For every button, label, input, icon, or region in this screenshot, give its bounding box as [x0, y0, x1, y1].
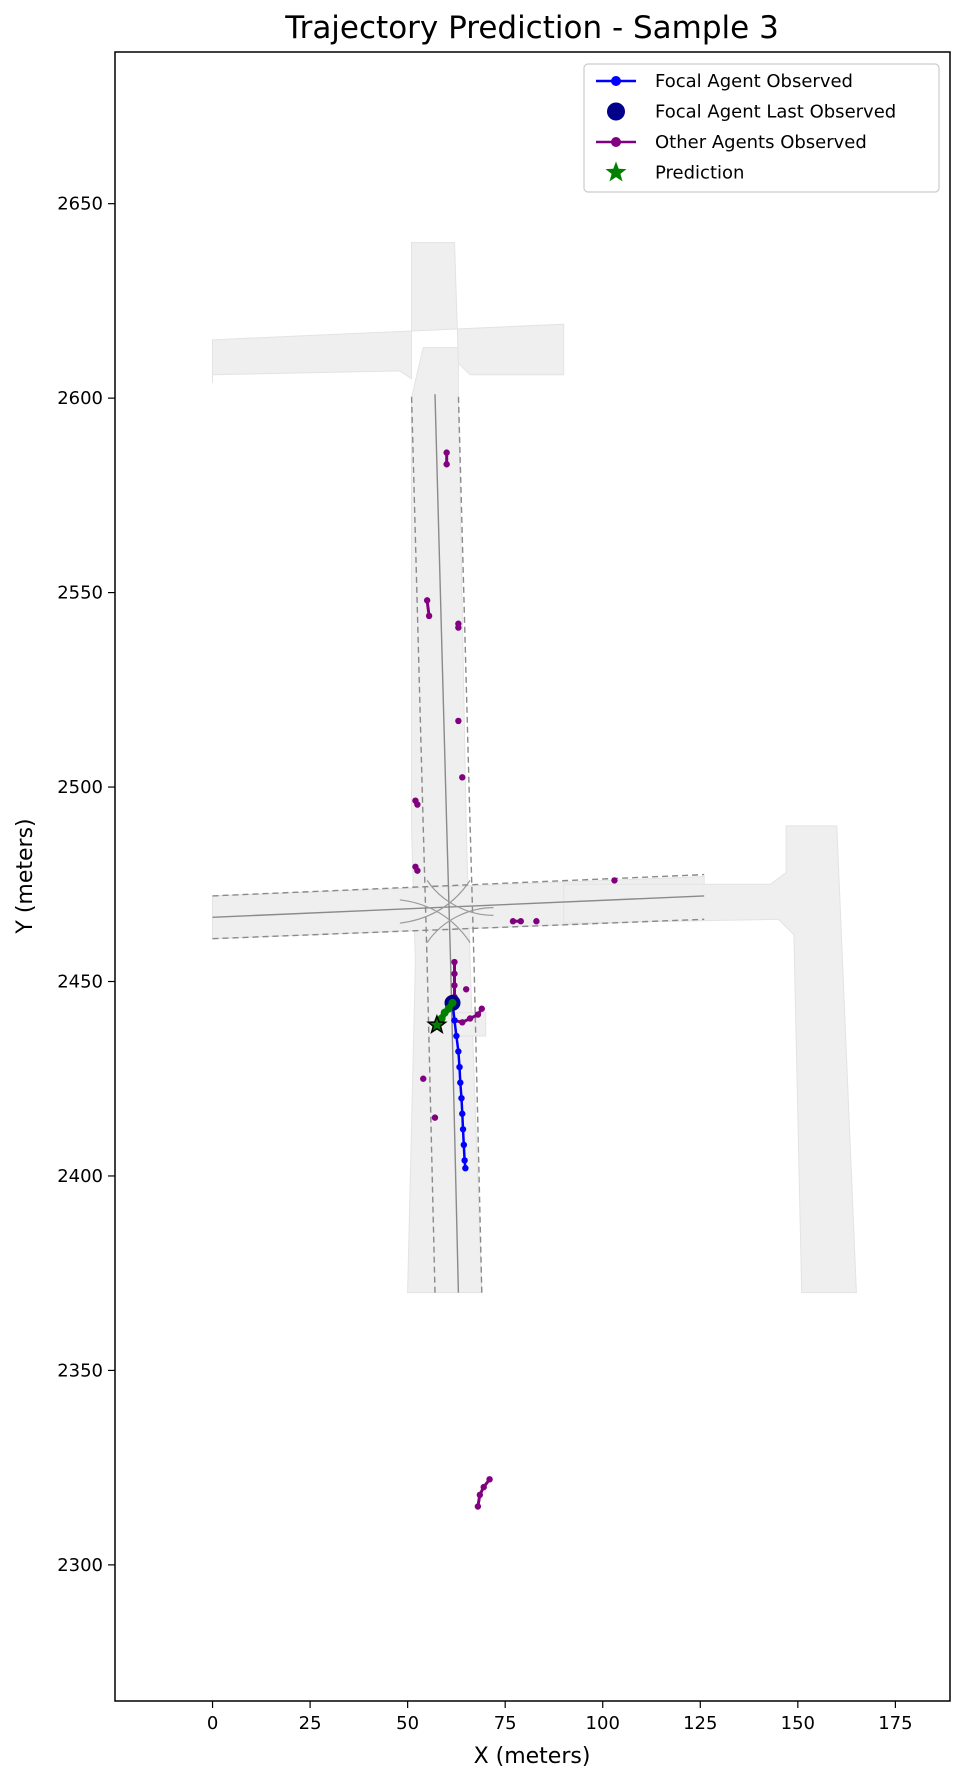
other-agent-point — [509, 918, 517, 925]
y-axis-label: Y (meters) — [13, 818, 38, 934]
focal-agent-point — [456, 1063, 463, 1071]
lane-boundary — [457, 394, 483, 1293]
y-tick-label: 2550 — [57, 583, 103, 604]
lane-boundary — [212, 918, 705, 940]
other-agent-point — [431, 1114, 439, 1121]
turn-lane — [399, 880, 471, 924]
focal-agent-point — [457, 1079, 464, 1086]
legend-star-handle — [605, 161, 627, 182]
other-agent-point — [451, 982, 458, 989]
x-axis-ticks: 0 25 50 75 100 125 150 175 — [207, 1701, 913, 1734]
other-agent-point — [443, 449, 450, 456]
other-agent-point — [455, 717, 462, 725]
turn-lane — [426, 907, 494, 943]
other-agent-point — [414, 867, 421, 874]
other-agent-point — [459, 774, 466, 781]
focal-agent-point — [461, 1157, 468, 1164]
x-tick-label: 175 — [878, 1713, 912, 1734]
x-tick-label: 50 — [396, 1713, 419, 1734]
legend-label: Focal Agent Last Observed — [655, 102, 896, 123]
other-agent-track — [476, 1478, 491, 1507]
other-agent-point — [420, 1075, 427, 1082]
agent-trajectories — [412, 449, 618, 1510]
other-agent-point — [455, 624, 462, 631]
y-tick-label: 2300 — [57, 1555, 103, 1576]
other-agent-point — [423, 597, 431, 604]
lane-boundary — [410, 394, 436, 1293]
other-agent-point — [476, 1491, 484, 1499]
y-tick-label: 2650 — [57, 194, 103, 215]
drivable-area — [563, 825, 857, 1294]
legend-label: Prediction — [655, 163, 744, 184]
other-agent-point — [451, 958, 458, 966]
focal-agent-point — [459, 1126, 467, 1133]
x-tick-label: 0 — [207, 1713, 218, 1734]
y-tick-label: 2350 — [57, 1360, 103, 1381]
y-tick-label: 2450 — [57, 972, 103, 993]
focal-agent-point — [459, 1110, 466, 1117]
legend: Focal Agent Observed Focal Agent Last Obs… — [583, 63, 940, 193]
other-agent-point — [462, 986, 470, 993]
prediction-point — [448, 998, 457, 1007]
legend-box — [583, 63, 940, 193]
lane-boundary — [212, 873, 705, 897]
legend-dot-handle — [611, 137, 621, 147]
x-tick-label: 150 — [781, 1713, 815, 1734]
focal-agent-point — [455, 1048, 462, 1055]
x-tick-label: 125 — [683, 1713, 717, 1734]
focal-agent-point — [458, 1094, 465, 1102]
other-agent-point — [474, 1503, 482, 1510]
y-tick-label: 2400 — [57, 1166, 103, 1187]
y-tick-label: 2600 — [57, 388, 103, 409]
x-axis-label: X (meters) — [474, 1744, 591, 1769]
other-agent-point — [533, 918, 540, 925]
focal-agent-point — [460, 1141, 468, 1149]
other-agent-point — [480, 1483, 487, 1491]
other-agent-point — [466, 1015, 474, 1022]
other-agent-point — [474, 1011, 482, 1018]
focal-agent-point — [451, 1017, 458, 1024]
legend-label: Other Agents Observed — [655, 132, 867, 153]
y-tick-label: 2500 — [57, 777, 103, 798]
other-agent-point — [425, 612, 433, 620]
chart-title: Trajectory Prediction - Sample 3 — [284, 10, 779, 46]
other-agent-point — [414, 801, 421, 808]
lane-centerline — [434, 394, 460, 1293]
other-agent-point — [517, 918, 524, 925]
focal-agent-point — [453, 1032, 460, 1040]
prediction-endpoint-star — [426, 1013, 448, 1035]
other-agent-point — [478, 1005, 485, 1012]
legend-dot-handle — [611, 76, 621, 86]
other-agent-point — [451, 970, 458, 977]
focal-agent-point — [462, 1164, 469, 1172]
other-agent-point — [459, 1019, 466, 1026]
turn-lane — [426, 880, 494, 916]
other-agent-point — [486, 1476, 493, 1483]
legend-label: Focal Agent Observed — [655, 71, 853, 92]
other-agent-point — [443, 461, 450, 468]
road-map — [212, 242, 857, 1294]
y-axis-ticks: 2300 2350 2400 2450 2500 2550 2600 2650 — [57, 194, 115, 1576]
x-tick-label: 100 — [586, 1713, 620, 1734]
x-tick-label: 75 — [494, 1713, 517, 1734]
turn-lane — [399, 899, 471, 943]
plot-frame — [114, 51, 951, 1702]
legend-dot-handle — [607, 102, 625, 121]
x-tick-label: 25 — [299, 1713, 322, 1734]
other-agent-point — [611, 877, 618, 884]
drivable-area — [212, 242, 565, 383]
